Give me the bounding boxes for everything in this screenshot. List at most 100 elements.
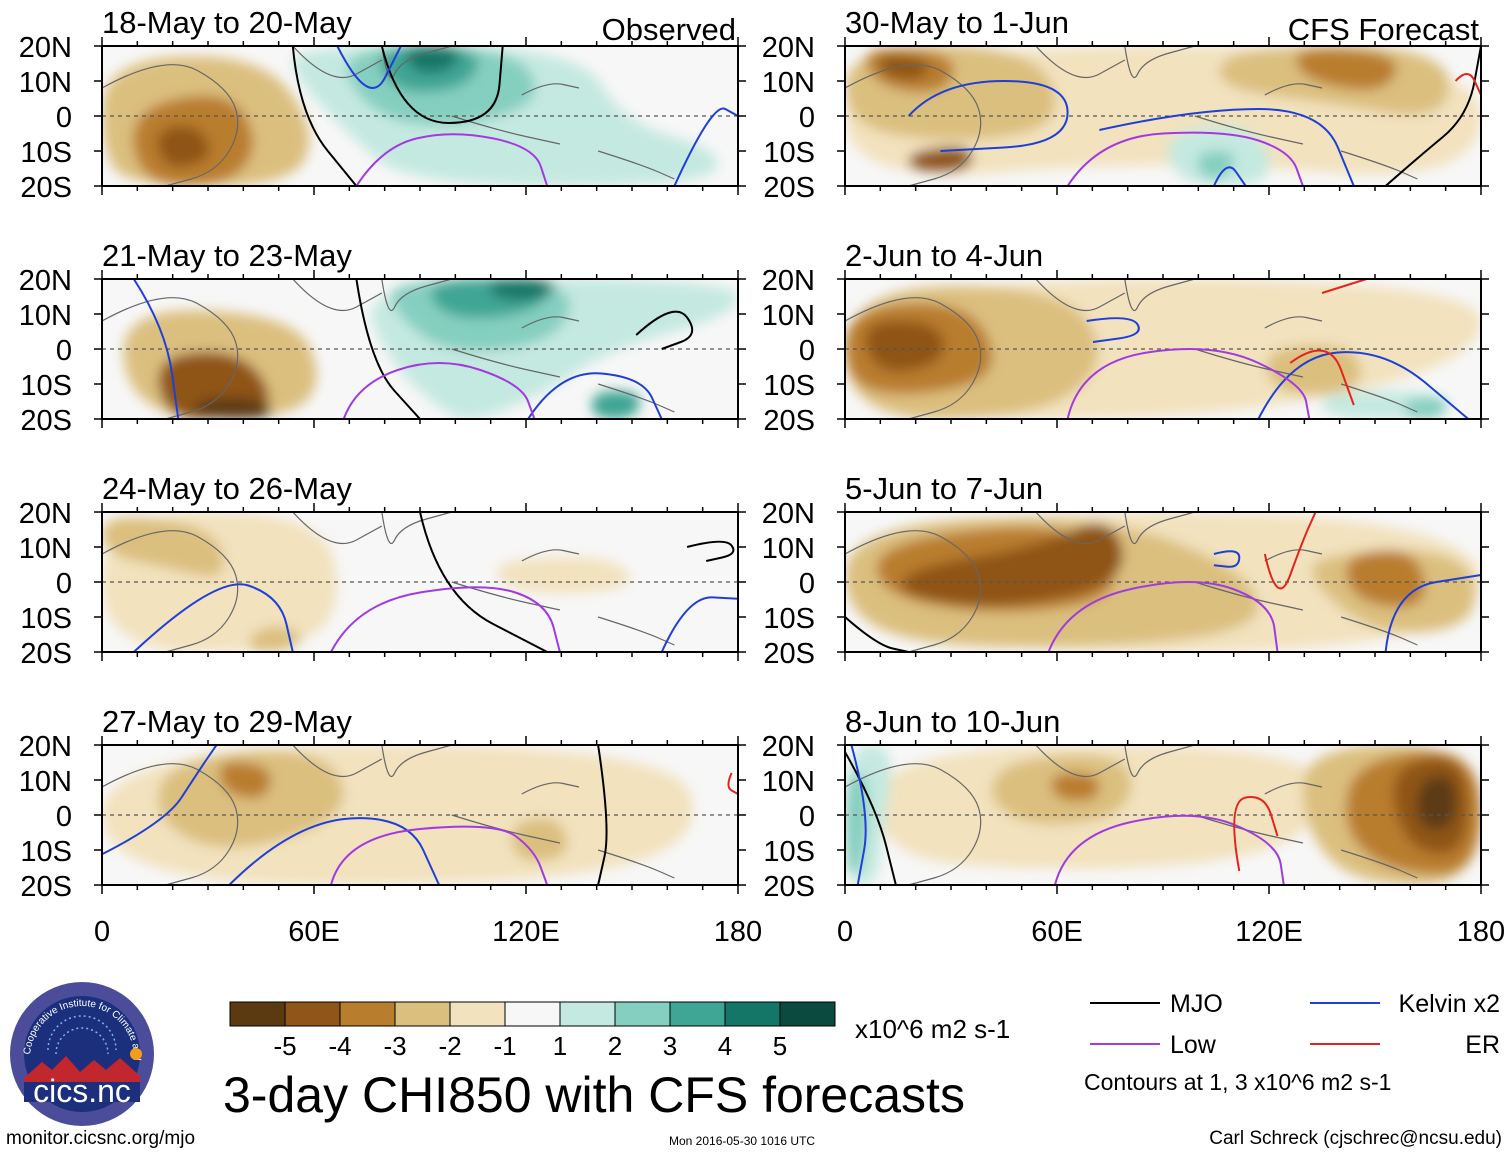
- coastline: [102, 530, 239, 652]
- legend-label: Kelvin x2: [1399, 990, 1500, 1018]
- colorbar-label: -2: [438, 1031, 461, 1061]
- anomaly-shading: [157, 125, 210, 167]
- coastline: [292, 745, 383, 778]
- contour-line: [660, 596, 738, 652]
- anomaly-shading: [489, 279, 555, 300]
- y-tick-label: 10N: [762, 67, 815, 99]
- y-tick-label: 20N: [762, 32, 815, 64]
- colorbar-label: 2: [608, 1031, 622, 1061]
- contour-line: [336, 46, 402, 89]
- coastline: [381, 512, 452, 545]
- colorbar-swatch: [779, 1001, 836, 1027]
- contour-line: [102, 745, 218, 856]
- coastline: [451, 115, 561, 145]
- coastline: [597, 616, 675, 646]
- x-tick-label: 180: [714, 916, 762, 948]
- x-tick-label: 0: [837, 916, 853, 948]
- contour-line: [1086, 317, 1140, 343]
- y-tick-label: 20S: [20, 172, 72, 204]
- colorbar-label: -4: [328, 1031, 351, 1061]
- footer-url[interactable]: monitor.cicsnc.org/mjo: [6, 1128, 196, 1149]
- coastline: [521, 782, 580, 795]
- y-tick-label: 0: [799, 102, 815, 134]
- colorbar-swatch: [724, 1001, 781, 1027]
- colorbar-label: 1: [553, 1031, 567, 1061]
- y-tick-label: 10S: [763, 370, 815, 402]
- contour-line: [727, 772, 738, 795]
- coastline: [381, 46, 452, 79]
- coastline: [292, 46, 383, 79]
- x-tick-label: 180: [1457, 916, 1505, 948]
- coastline: [597, 150, 675, 180]
- x-tick-label: 60E: [1031, 916, 1083, 948]
- panel-title: 30-May to 1-Jun: [845, 5, 1069, 40]
- anomaly-shading: [1295, 48, 1397, 90]
- logo-base: [24, 1082, 140, 1102]
- contour-note: Contours at 1, 3 x10^6 m2 s-1: [1084, 1069, 1391, 1095]
- y-tick-label: 10S: [20, 370, 72, 402]
- coastline: [845, 530, 982, 652]
- y-tick-label: 0: [56, 568, 72, 600]
- coastline: [1124, 745, 1195, 778]
- colorbar-swatch: [669, 1001, 726, 1027]
- anomaly-shading: [908, 146, 973, 172]
- y-tick-label: 20S: [763, 172, 815, 204]
- coastline: [451, 581, 561, 611]
- panel-title: 2-Jun to 4-Jun: [845, 238, 1043, 273]
- x-tick-label: 60E: [288, 916, 340, 948]
- coastline: [102, 297, 239, 419]
- anomaly-shading: [406, 46, 460, 73]
- y-tick-label: 20N: [19, 731, 72, 763]
- coastline: [102, 64, 239, 186]
- y-tick-label: 10N: [19, 300, 72, 332]
- coastline: [597, 383, 675, 413]
- contour-line: [291, 46, 358, 186]
- footer-author: Carl Schreck (cjschrec@ncsu.edu): [1209, 1128, 1502, 1149]
- contour-line: [1066, 348, 1311, 419]
- panel-title: 8-Jun to 10-Jun: [845, 704, 1060, 739]
- coastline: [292, 512, 383, 545]
- x-tick-label: 120E: [1235, 916, 1303, 948]
- panel-title: 21-May to 23-May: [102, 238, 352, 273]
- anomaly-shading: [901, 523, 1123, 606]
- contour-line: [1321, 279, 1367, 294]
- y-tick-label: 10S: [763, 836, 815, 868]
- y-tick-label: 20S: [763, 871, 815, 903]
- x-tick-label: 0: [94, 916, 110, 948]
- contour-line: [419, 512, 548, 652]
- y-tick-label: 0: [56, 102, 72, 134]
- contour-line: [380, 46, 504, 125]
- colorbar: -5 -4 -3 -2 -1 1 2 3 4 5 x10^6 m2 s-1: [229, 1001, 1010, 1061]
- contour-line: [845, 751, 897, 885]
- anomaly-shading: [879, 55, 929, 80]
- y-tick-label: 10N: [19, 766, 72, 798]
- legend: MJO Kelvin x2 Low ER Contours at 1, 3 x10^6 …: [1084, 990, 1500, 1095]
- coastline: [1124, 512, 1195, 545]
- y-tick-label: 10N: [762, 533, 815, 565]
- contour-line: [635, 310, 694, 350]
- colorbar-label: -5: [273, 1031, 296, 1061]
- anomaly-shading: [1051, 773, 1100, 801]
- y-tick-label: 10N: [19, 67, 72, 99]
- coastline: [1194, 115, 1304, 145]
- y-tick-label: 10S: [20, 137, 72, 169]
- y-tick-label: 20N: [19, 265, 72, 297]
- panel-title: 24-May to 26-May: [102, 471, 352, 506]
- anomaly-shading: [1346, 550, 1425, 607]
- contour-line: [1384, 46, 1481, 186]
- legend-label: MJO: [1170, 990, 1223, 1018]
- contour-line: [1257, 351, 1469, 419]
- colorbar-units: x10^6 m2 s-1: [855, 1014, 1010, 1044]
- coastline: [451, 348, 561, 378]
- coastline: [1340, 616, 1418, 646]
- coastline: [1124, 46, 1195, 79]
- anomaly-shading: [1266, 345, 1361, 395]
- contour-line: [330, 825, 549, 885]
- contour-line: [850, 745, 867, 885]
- main-title: 3-day CHI850 with CFS forecasts: [223, 1067, 965, 1123]
- y-tick-label: 10S: [20, 836, 72, 868]
- contour-line: [1263, 512, 1317, 590]
